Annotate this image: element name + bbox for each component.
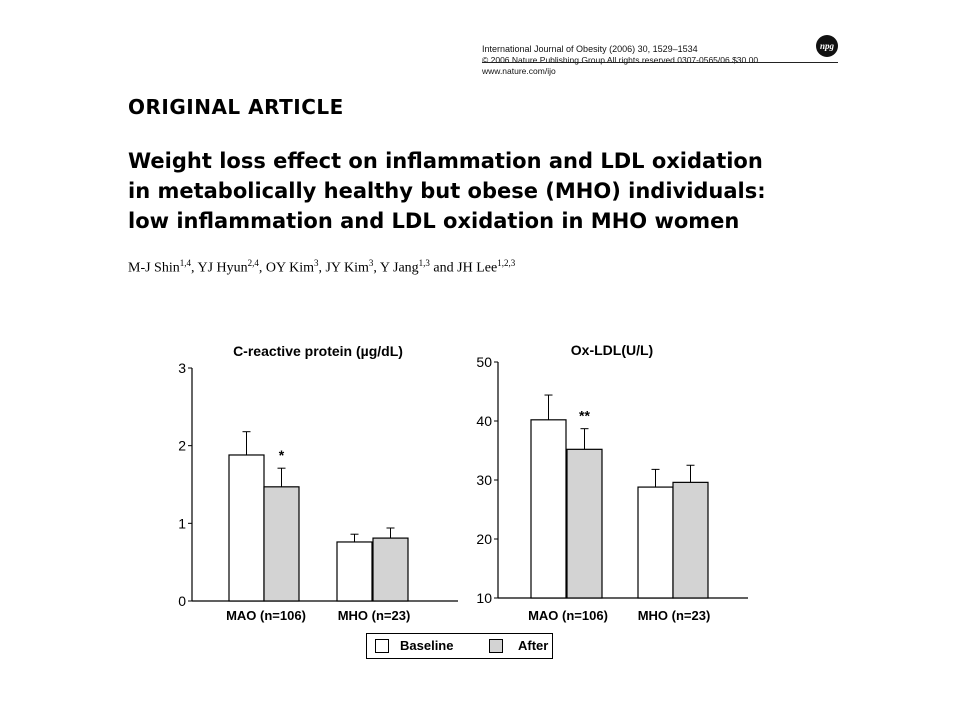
author-separator: ,	[258, 260, 266, 276]
author-separator: and	[429, 260, 458, 276]
bar-after	[263, 486, 300, 602]
chart-legend: Baseline After	[366, 633, 553, 659]
author-affiliation: 1,3	[418, 258, 430, 268]
y-tick-label: 20	[476, 531, 492, 547]
author-affiliation: 3	[313, 258, 319, 268]
category-label: MAO (n=106)	[528, 608, 608, 623]
y-tick-label: 2	[178, 438, 186, 454]
y-tick-label: 3	[178, 360, 186, 376]
y-tick-label: 0	[178, 593, 186, 609]
journal-header: International Journal of Obesity (2006) …	[482, 44, 802, 66]
chart-title: Ox-LDL(U/L)	[571, 342, 653, 358]
bar-baseline	[336, 541, 373, 602]
title-line: low inflammation and LDL oxidation in MH…	[128, 209, 740, 233]
significance-marker: *	[279, 447, 285, 463]
legend-swatch-after	[489, 639, 503, 653]
section-label: ORIGINAL ARTICLE	[128, 95, 344, 119]
title-line: Weight loss effect on inflammation and L…	[128, 149, 763, 173]
author-affiliation: 2,4	[247, 258, 259, 268]
copyright-line: © 2006 Nature Publishing Group All right…	[482, 55, 759, 65]
chart-title: C-reactive protein (µg/dL)	[233, 343, 403, 359]
bar-baseline	[637, 486, 674, 599]
author-name: JY Kim	[325, 260, 369, 276]
y-tick-label: 50	[476, 354, 492, 370]
bar-baseline	[228, 454, 265, 602]
significance-marker: **	[579, 408, 590, 424]
author-name: YJ Hyun	[197, 260, 248, 276]
bar-after	[672, 481, 709, 599]
author-affiliation: 1,4	[179, 258, 191, 268]
author-separator: ,	[373, 260, 380, 276]
header-rule	[482, 62, 838, 63]
y-tick-label: 1	[178, 515, 186, 531]
author-affiliation: 1,2,3	[497, 258, 516, 268]
author-separator: ,	[190, 260, 198, 276]
author-name: OY Kim	[265, 260, 314, 276]
author-name: M-J Shin	[128, 260, 180, 276]
bar-after	[566, 448, 603, 599]
legend-label-baseline: Baseline	[400, 638, 454, 653]
category-label: MAO (n=106)	[226, 608, 306, 623]
legend-label-after: After	[518, 638, 549, 653]
bar-baseline	[530, 419, 567, 599]
bar-after	[372, 537, 409, 602]
y-tick-label: 10	[476, 590, 492, 606]
y-tick-label: 30	[476, 472, 492, 488]
author-name: Y Jang	[379, 260, 419, 276]
title-line: in metabolically healthy but obese (MHO)…	[128, 179, 766, 203]
article-title: Weight loss effect on inflammation and L…	[128, 146, 848, 236]
journal-url-block: www.nature.com/ijo	[482, 66, 802, 77]
npg-logo: npg	[816, 35, 838, 57]
author-list: M-J Shin1,4, YJ Hyun2,4, OY Kim3, JY Kim…	[128, 258, 515, 277]
author-separator: ,	[318, 260, 326, 276]
category-label: MHO (n=23)	[638, 608, 711, 623]
y-tick-label: 40	[476, 413, 492, 429]
journal-citation: International Journal of Obesity (2006) …	[482, 44, 698, 54]
journal-url: www.nature.com/ijo	[482, 66, 556, 76]
author-name: JH Lee	[457, 260, 498, 276]
legend-swatch-baseline	[375, 639, 389, 653]
author-affiliation: 3	[368, 258, 374, 268]
category-label: MHO (n=23)	[338, 608, 411, 623]
